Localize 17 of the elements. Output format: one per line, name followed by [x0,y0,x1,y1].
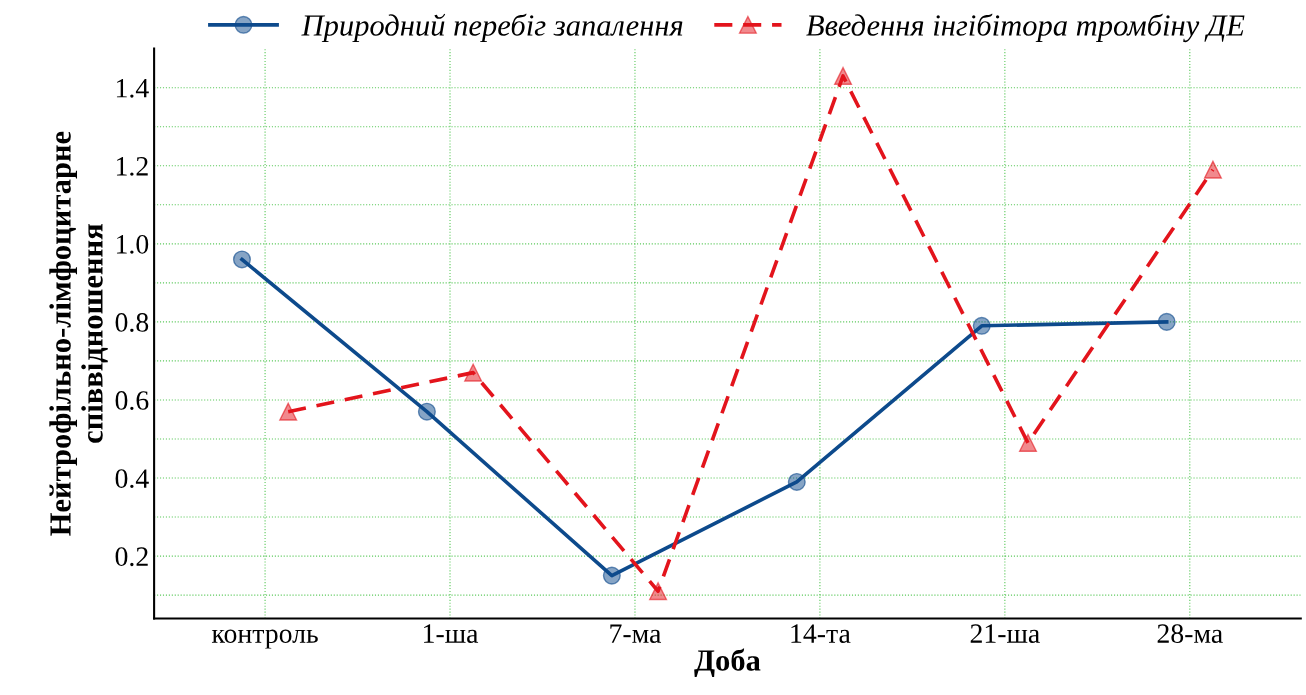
y-tick-label: 1.4 [116,78,149,98]
x-tick-label: 28-ма [1157,624,1223,643]
x-tick-label: 7-ма [610,624,662,643]
x-axis-title: Доба [694,648,761,677]
x-tick-label: 14-та [791,624,851,643]
legend-label: Введення інгібітора тромбіну ДЕ [806,13,1245,43]
y-tick-label: 1.0 [116,234,149,254]
y-tick-label: 0.4 [115,469,149,489]
y-axis-title: Нейтрофільно-лімфоцитарне співвідношення [49,131,108,536]
y-tick-label: 0.6 [115,391,149,410]
x-tick-label: контроль [211,629,318,649]
x-tick-label: 1-ша [424,624,479,643]
y-tick-label: 0.2 [115,547,148,567]
legend-label: Природний перебіг запалення [301,13,683,43]
y-tick-label: 1.2 [116,157,148,176]
y-tick-label: 0.8 [115,313,149,332]
x-tick-label: 21-ша [970,624,1040,643]
